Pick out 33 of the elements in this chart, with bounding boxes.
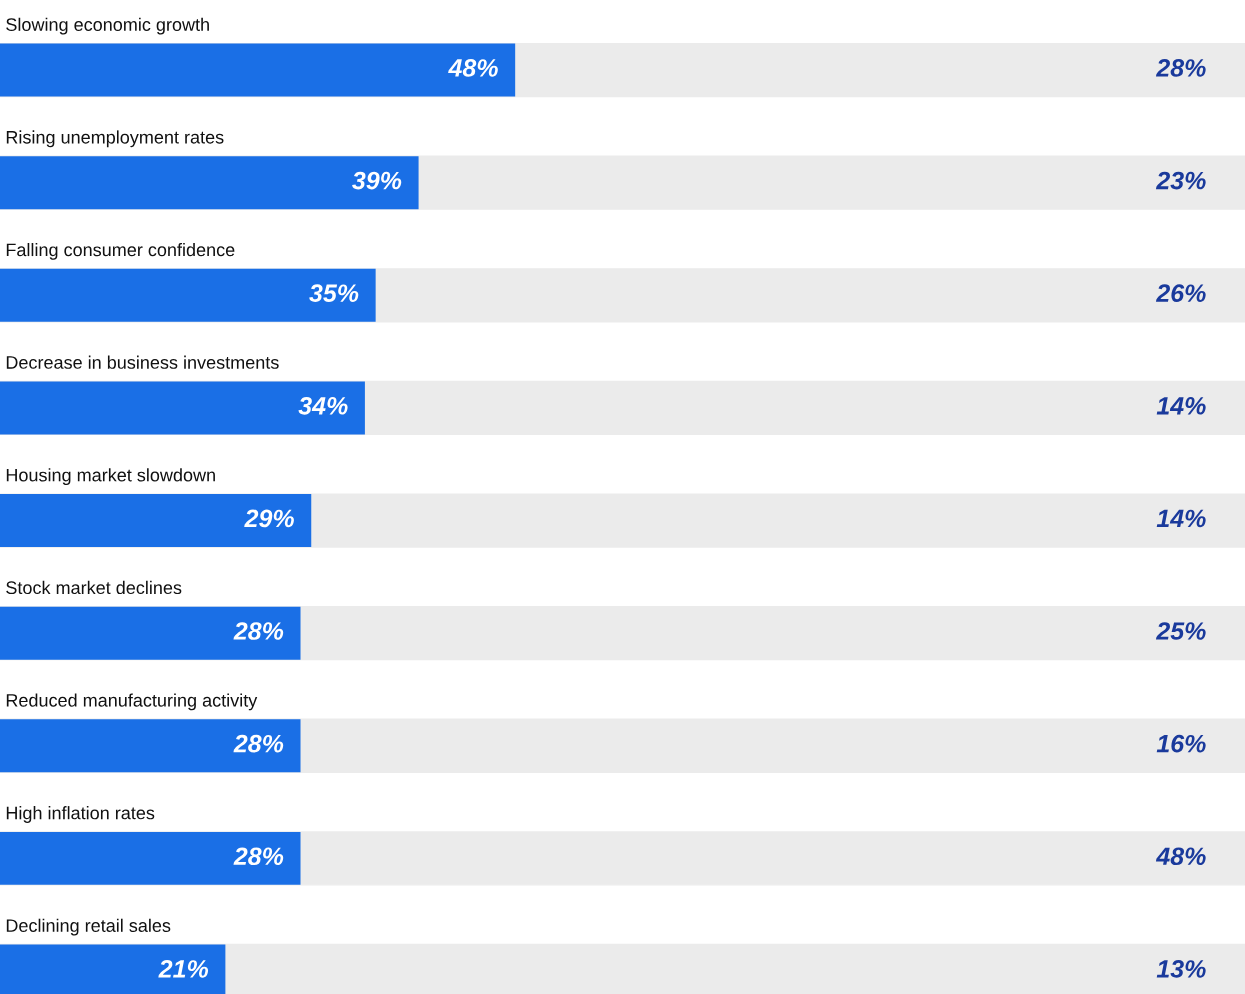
data-label: 28% xyxy=(233,847,284,866)
y-tick-label: Falling consumer confidence xyxy=(6,242,235,260)
y-tick-label: High inflation rates xyxy=(6,806,155,823)
y-tick-label: Housing market slowdown xyxy=(6,468,215,486)
data-label: 35% xyxy=(309,284,359,303)
y-tick-label: Rising unemployment rates xyxy=(6,130,224,148)
annotation: 14% xyxy=(1156,397,1206,415)
bar xyxy=(0,381,365,435)
y-tick-label: Reduced manufacturing activity xyxy=(6,693,258,711)
y-tick-label: Slowing economic growth xyxy=(6,17,209,35)
bar xyxy=(0,268,376,322)
annotation: 25% xyxy=(1155,622,1206,640)
annotation: 13% xyxy=(1156,960,1206,978)
data-label: 28% xyxy=(233,622,284,640)
bar xyxy=(0,494,312,547)
data-label: 28% xyxy=(233,734,284,753)
annotation: 28% xyxy=(1155,59,1206,77)
annotation: 48% xyxy=(1155,847,1206,866)
data-label: 21% xyxy=(158,960,209,978)
data-label: 48% xyxy=(448,59,498,77)
data-label: 34% xyxy=(298,396,348,415)
bar xyxy=(0,719,301,773)
annotation: 23% xyxy=(1155,171,1206,190)
annotation: 16% xyxy=(1156,734,1206,753)
bar xyxy=(0,606,301,660)
data-label: 39% xyxy=(352,171,402,190)
annotation: 14% xyxy=(1156,509,1206,528)
data-label: 29% xyxy=(244,509,294,528)
annotation: 26% xyxy=(1155,284,1206,303)
y-tick-label: Stock market declines xyxy=(6,580,182,595)
y-tick-label: Decrease in business investments xyxy=(6,355,279,369)
y-tick-label: Declining retail sales xyxy=(6,918,171,936)
bar xyxy=(0,831,301,885)
